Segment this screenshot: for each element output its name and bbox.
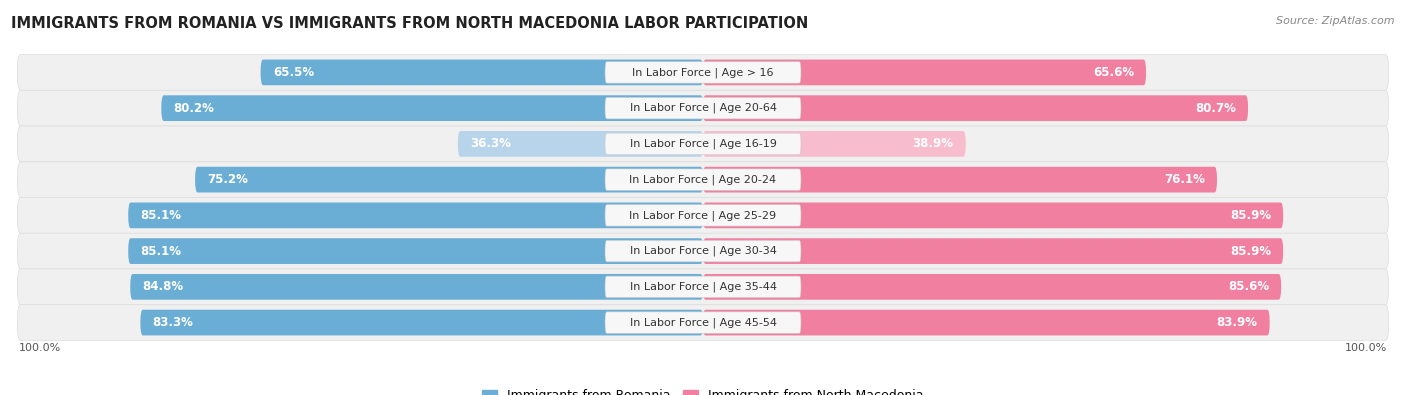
Text: 85.6%: 85.6% [1227, 280, 1270, 293]
FancyBboxPatch shape [605, 312, 801, 333]
Text: 65.6%: 65.6% [1092, 66, 1133, 79]
Text: 83.9%: 83.9% [1216, 316, 1257, 329]
FancyBboxPatch shape [605, 62, 801, 83]
FancyBboxPatch shape [17, 126, 1389, 162]
FancyBboxPatch shape [605, 276, 801, 297]
FancyBboxPatch shape [605, 205, 801, 226]
FancyBboxPatch shape [128, 238, 703, 264]
FancyBboxPatch shape [703, 274, 1281, 300]
Text: 85.1%: 85.1% [141, 209, 181, 222]
Text: In Labor Force | Age 45-54: In Labor Force | Age 45-54 [630, 317, 776, 328]
FancyBboxPatch shape [17, 233, 1389, 269]
Text: 100.0%: 100.0% [1346, 342, 1388, 353]
FancyBboxPatch shape [131, 274, 703, 300]
FancyBboxPatch shape [703, 95, 1249, 121]
Text: In Labor Force | Age 20-24: In Labor Force | Age 20-24 [630, 174, 776, 185]
FancyBboxPatch shape [703, 60, 1146, 85]
FancyBboxPatch shape [17, 90, 1389, 126]
FancyBboxPatch shape [17, 162, 1389, 198]
Text: 75.2%: 75.2% [207, 173, 247, 186]
Text: In Labor Force | Age > 16: In Labor Force | Age > 16 [633, 67, 773, 78]
FancyBboxPatch shape [605, 98, 801, 119]
Text: In Labor Force | Age 16-19: In Labor Force | Age 16-19 [630, 139, 776, 149]
FancyBboxPatch shape [260, 60, 703, 85]
FancyBboxPatch shape [141, 310, 703, 335]
FancyBboxPatch shape [17, 198, 1389, 233]
FancyBboxPatch shape [605, 169, 801, 190]
FancyBboxPatch shape [605, 241, 801, 262]
Text: 85.9%: 85.9% [1230, 209, 1271, 222]
Text: Source: ZipAtlas.com: Source: ZipAtlas.com [1277, 16, 1395, 26]
FancyBboxPatch shape [703, 238, 1284, 264]
FancyBboxPatch shape [703, 203, 1284, 228]
Legend: Immigrants from Romania, Immigrants from North Macedonia: Immigrants from Romania, Immigrants from… [477, 384, 929, 395]
FancyBboxPatch shape [17, 55, 1389, 90]
FancyBboxPatch shape [605, 133, 801, 154]
FancyBboxPatch shape [458, 131, 703, 157]
FancyBboxPatch shape [703, 310, 1270, 335]
FancyBboxPatch shape [703, 131, 966, 157]
FancyBboxPatch shape [195, 167, 703, 192]
Text: 80.2%: 80.2% [173, 102, 214, 115]
Text: 100.0%: 100.0% [18, 342, 60, 353]
FancyBboxPatch shape [703, 167, 1218, 192]
FancyBboxPatch shape [162, 95, 703, 121]
Text: 38.9%: 38.9% [912, 137, 953, 150]
Text: In Labor Force | Age 30-34: In Labor Force | Age 30-34 [630, 246, 776, 256]
Text: 65.5%: 65.5% [273, 66, 314, 79]
Text: 36.3%: 36.3% [470, 137, 510, 150]
Text: 83.3%: 83.3% [152, 316, 194, 329]
FancyBboxPatch shape [17, 305, 1389, 340]
Text: 85.1%: 85.1% [141, 245, 181, 258]
Text: In Labor Force | Age 25-29: In Labor Force | Age 25-29 [630, 210, 776, 221]
FancyBboxPatch shape [17, 269, 1389, 305]
Text: 80.7%: 80.7% [1195, 102, 1236, 115]
Text: IMMIGRANTS FROM ROMANIA VS IMMIGRANTS FROM NORTH MACEDONIA LABOR PARTICIPATION: IMMIGRANTS FROM ROMANIA VS IMMIGRANTS FR… [11, 16, 808, 31]
Text: In Labor Force | Age 20-64: In Labor Force | Age 20-64 [630, 103, 776, 113]
Text: In Labor Force | Age 35-44: In Labor Force | Age 35-44 [630, 282, 776, 292]
Text: 85.9%: 85.9% [1230, 245, 1271, 258]
Text: 84.8%: 84.8% [142, 280, 184, 293]
FancyBboxPatch shape [128, 203, 703, 228]
Text: 76.1%: 76.1% [1164, 173, 1205, 186]
